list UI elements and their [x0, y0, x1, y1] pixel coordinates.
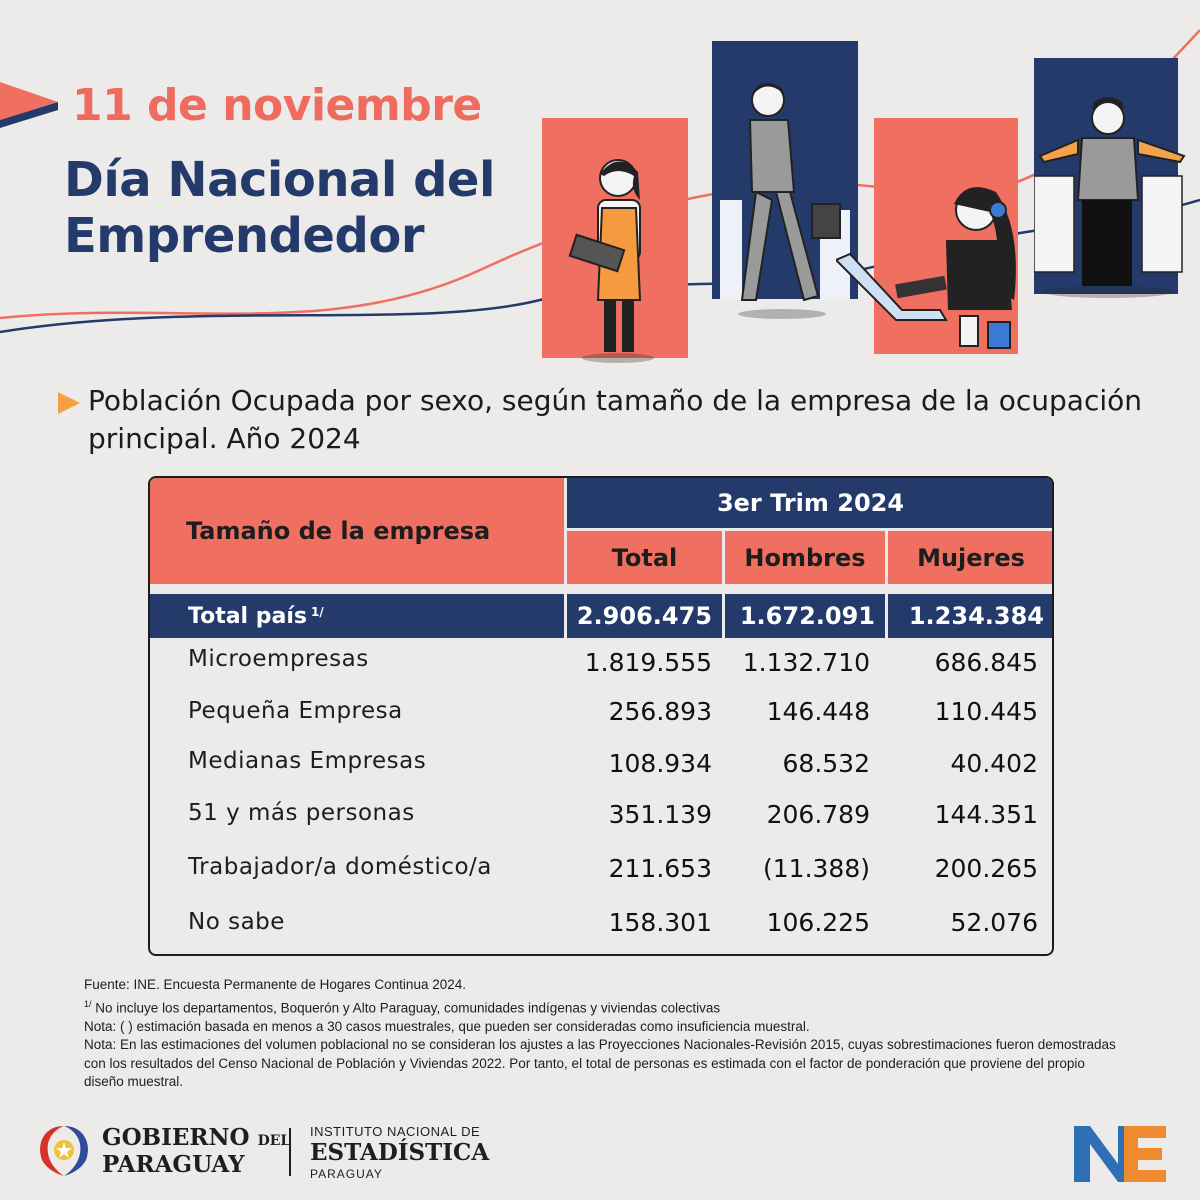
cell-mujeres: 200.265	[934, 854, 1038, 883]
shopkeeper-illustration	[1034, 97, 1186, 298]
gov-line1: GOBIERNO	[102, 1124, 250, 1151]
cell-total: 211.653	[608, 854, 712, 883]
footnote-2: Nota: ( ) estimación basada en menos a 3…	[84, 1018, 810, 1034]
ine-logo-icon	[1074, 1126, 1166, 1182]
column-header-hombres: Hombres	[725, 531, 885, 584]
footnote-1-text: No incluye los departamentos, Boquerón y…	[95, 1000, 721, 1016]
vendor-woman-illustration	[568, 159, 654, 363]
cell-mujeres: 686.845	[934, 648, 1038, 677]
data-table: Tamaño de la empresa 3er Trim 2024 Total…	[148, 476, 1054, 956]
footnotes: Fuente: INE. Encuesta Permanente de Hoga…	[84, 976, 1124, 1092]
row-label: Medianas Empresas	[188, 748, 427, 774]
total-value-mujeres: 1.234.384	[888, 594, 1052, 638]
footnote-1: 1/ No incluye los departamentos, Boqueró…	[84, 995, 1124, 1018]
businessman-illustration	[720, 83, 850, 319]
cell-hombres: 206.789	[766, 800, 870, 829]
row-label: No sabe	[188, 909, 285, 935]
row-header-label: Tamaño de la empresa	[150, 478, 564, 584]
gov-del: DEL	[257, 1133, 291, 1149]
cell-total: 108.934	[608, 749, 712, 778]
row-label: Trabajador/a doméstico/a	[188, 854, 492, 880]
page-title: Día Nacional del Emprendedor	[64, 152, 495, 264]
cell-hombres: 106.225	[766, 908, 870, 937]
designer-woman-illustration	[836, 187, 1016, 349]
event-date: 11 de noviembre	[72, 80, 482, 131]
footnote-3: Nota: En las estimaciones del volumen po…	[84, 1037, 1116, 1090]
cell-mujeres: 144.351	[934, 800, 1038, 829]
source-note: Fuente: INE. Encuesta Permanente de Hoga…	[84, 977, 466, 992]
total-label-text: Total país	[188, 603, 307, 629]
paraguay-seal-icon	[40, 1126, 88, 1176]
cell-total: 256.893	[608, 697, 712, 726]
cell-mujeres: 110.445	[934, 697, 1038, 726]
cell-total: 351.139	[608, 800, 712, 829]
logo-divider	[289, 1128, 291, 1176]
cell-hombres: 146.448	[766, 697, 870, 726]
gobierno-paraguay-wordmark: GOBIERNO DEL PARAGUAY	[102, 1126, 290, 1177]
ine-line1: INSTITUTO NACIONAL DE	[310, 1124, 481, 1139]
row-label: 51 y más personas	[188, 800, 415, 826]
period-header: 3er Trim 2024	[567, 478, 1052, 528]
cell-hombres: 1.132.710	[742, 648, 870, 677]
column-header-total: Total	[567, 531, 722, 584]
total-note-mark: 1/	[311, 605, 324, 619]
column-header-mujeres: Mujeres	[888, 531, 1052, 584]
ine-wordmark: INSTITUTO NACIONAL DE ESTADÍSTICA PARAGU…	[310, 1124, 489, 1181]
gov-line2: PARAGUAY	[102, 1151, 245, 1178]
cell-mujeres: 40.402	[950, 749, 1038, 778]
corner-triangle-icon	[0, 82, 58, 128]
table-subtitle: Población Ocupada por sexo, según tamaño…	[88, 384, 1143, 455]
bullet-arrow-icon	[58, 392, 80, 414]
row-label: Microempresas	[188, 646, 369, 672]
cell-mujeres: 52.076	[950, 908, 1038, 937]
cell-total: 1.819.555	[584, 648, 712, 677]
ine-line2: ESTADÍSTICA	[310, 1139, 490, 1166]
row-label: Pequeña Empresa	[188, 698, 403, 724]
total-value-total: 2.906.475	[567, 594, 722, 638]
cell-hombres: 68.532	[782, 749, 870, 778]
total-value-hombres: 1.672.091	[725, 594, 885, 638]
cell-total: 158.301	[608, 908, 712, 937]
total-row-label: Total país 1/	[150, 594, 564, 638]
cell-hombres: (11.388)	[763, 854, 870, 883]
footnote-1-mark: 1/	[84, 998, 92, 1009]
ine-line3: PARAGUAY	[310, 1167, 383, 1181]
